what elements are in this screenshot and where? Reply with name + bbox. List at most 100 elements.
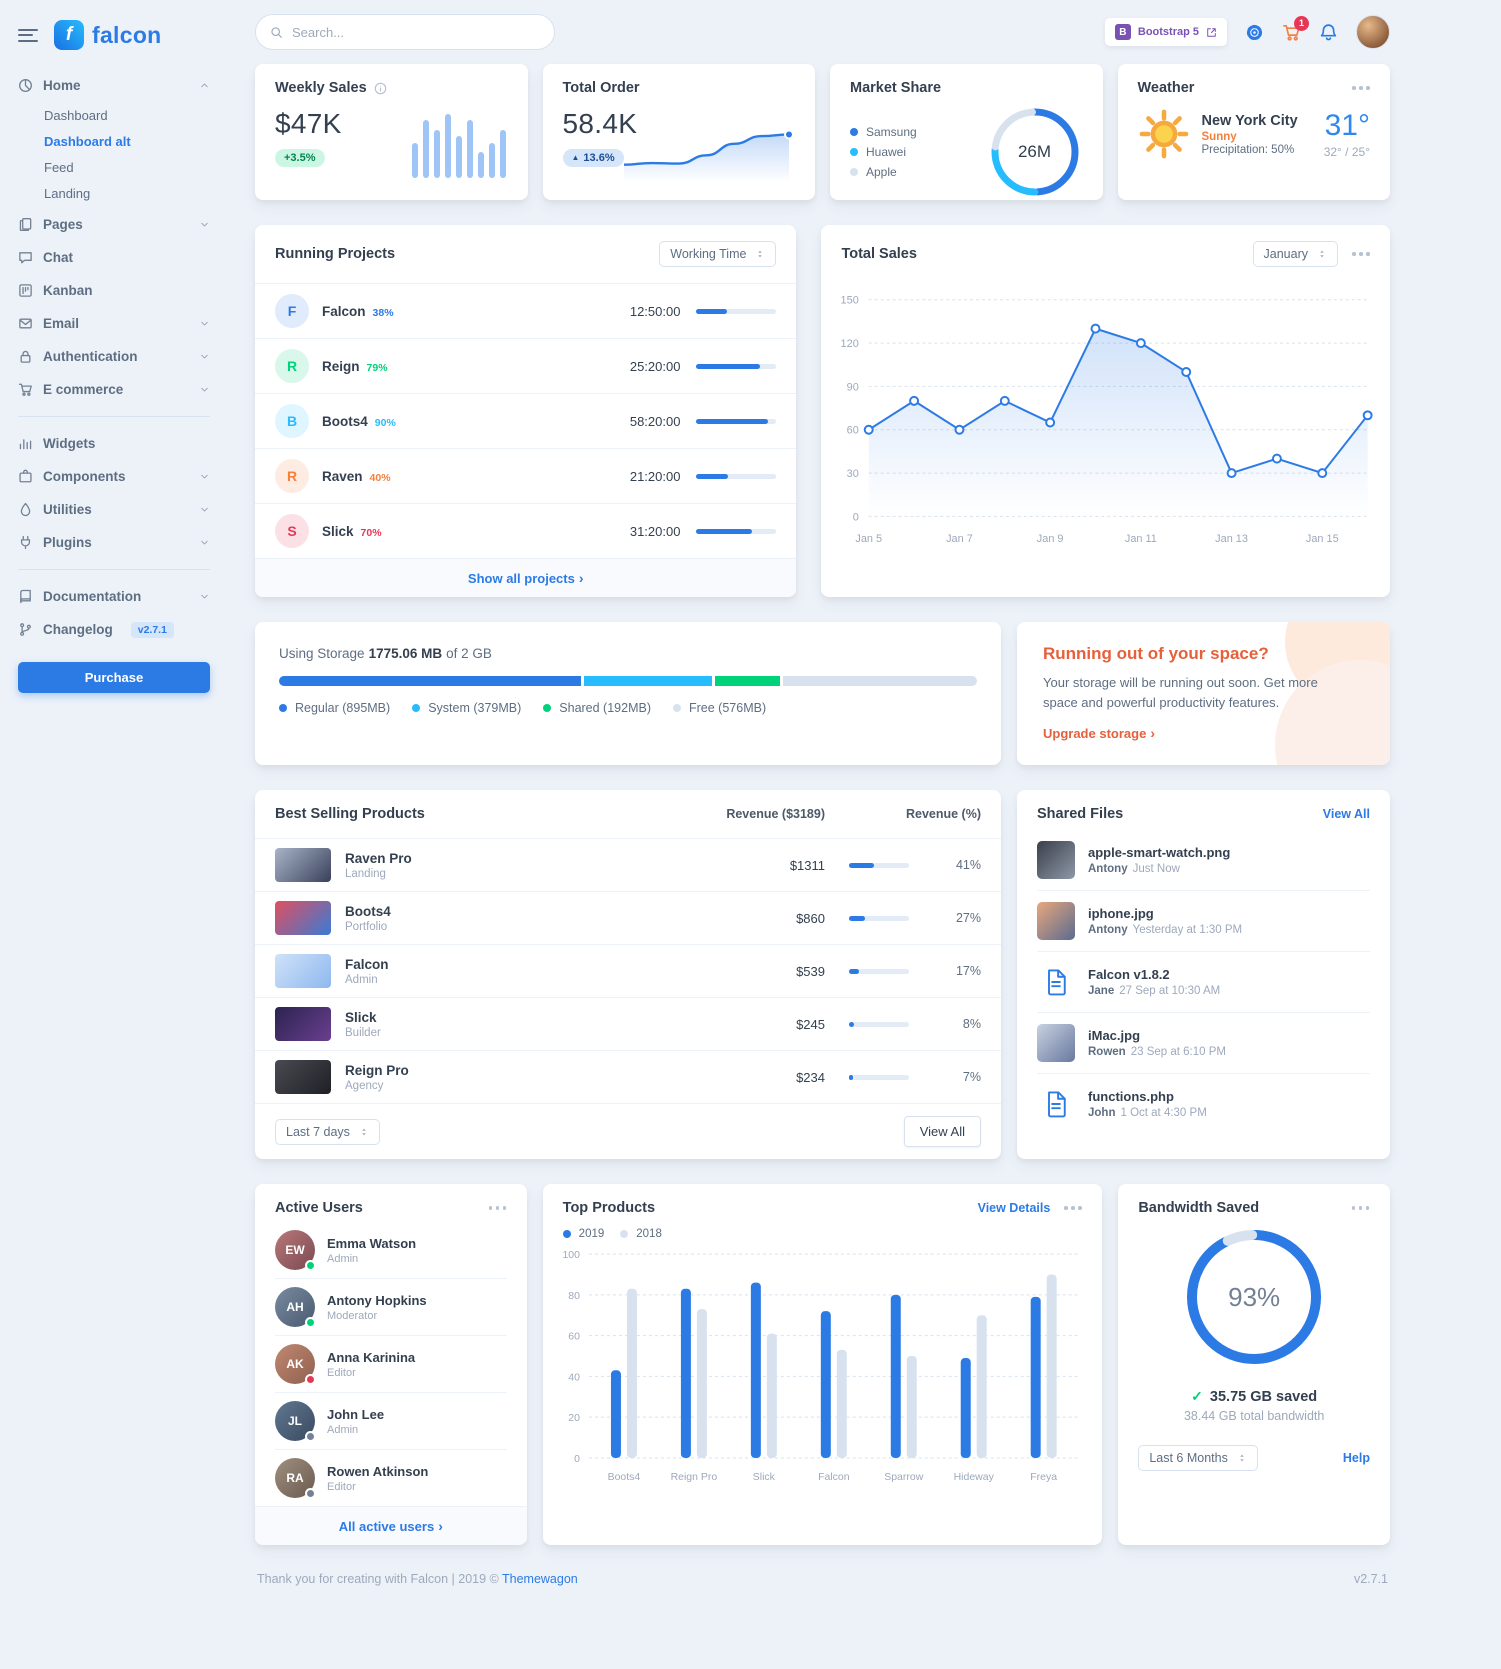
card-menu-button[interactable]: [1351, 1206, 1370, 1210]
user-row-john-lee[interactable]: JL John Lee Admin: [275, 1393, 507, 1450]
file-row-functions-php[interactable]: functions.php John 1 Oct at 4:30 PM: [1037, 1074, 1370, 1134]
project-avatar: R: [275, 459, 309, 493]
month-select[interactable]: January: [1252, 241, 1338, 267]
project-name-link[interactable]: Falcon: [322, 303, 366, 319]
sidebar-item-plugins[interactable]: Plugins: [18, 526, 210, 559]
projects-sales-row: Running Projects Working Time F Falcon 38%…: [255, 225, 1390, 597]
market-share-legend: Samsung Huawei Apple: [850, 125, 917, 179]
project-name-link[interactable]: Slick: [322, 523, 354, 539]
sidebar-item-label: E commerce: [43, 382, 124, 397]
sidebar-item-pages[interactable]: Pages: [18, 208, 210, 241]
chevron-down-icon: [199, 591, 210, 602]
notifications-icon[interactable]: [1319, 23, 1338, 42]
book-icon: [18, 589, 33, 604]
bandwidth-card: Bandwidth Saved 93% ✓ 35.75 GB saved 38.…: [1118, 1184, 1390, 1545]
help-link[interactable]: Help: [1342, 1451, 1370, 1465]
top-products-legend: 2019 2018: [543, 1226, 1103, 1240]
last-6-months-select[interactable]: Last 6 Months: [1138, 1445, 1258, 1471]
status-badge: [305, 1488, 316, 1499]
user-row-antony-hopkins[interactable]: AH Antony Hopkins Moderator: [275, 1279, 507, 1336]
project-name-link[interactable]: Raven: [322, 468, 363, 484]
sidebar-item-authentication[interactable]: Authentication: [18, 340, 210, 373]
sidebar-item-feed[interactable]: Feed: [44, 159, 74, 175]
project-name-link[interactable]: Boots4: [322, 413, 368, 429]
card-menu-button[interactable]: [488, 1206, 507, 1210]
user-name: Emma Watson: [327, 1235, 417, 1251]
revenue-column-header: Revenue ($3189): [726, 807, 825, 821]
chevron-right-icon: ›: [1150, 725, 1155, 741]
sidebar-item-landing[interactable]: Landing: [44, 185, 91, 201]
working-time-select[interactable]: Working Time: [659, 241, 777, 267]
product-row-boots4[interactable]: Boots4 Portfolio $860 27%: [255, 891, 1001, 944]
view-details-link[interactable]: View Details: [977, 1201, 1051, 1215]
product-thumbnail: [275, 901, 331, 935]
user-row-anna-karinina[interactable]: AK Anna Karinina Editor: [275, 1336, 507, 1393]
card-menu-button[interactable]: [1352, 252, 1370, 256]
sidebar-item-components[interactable]: Components: [18, 460, 210, 493]
file-name: apple-smart-watch.png: [1088, 845, 1231, 860]
view-all-files-link[interactable]: View All: [1322, 807, 1370, 821]
sidebar-item-email[interactable]: Email: [18, 307, 210, 340]
bootstrap-badge[interactable]: B Bootstrap 5: [1104, 18, 1227, 46]
weather-precipitation: Precipitation: 50%: [1201, 143, 1295, 156]
product-thumbnail: [275, 954, 331, 988]
upgrade-storage-link[interactable]: Upgrade storage ›: [1043, 725, 1155, 741]
purchase-button[interactable]: Purchase: [18, 662, 210, 693]
user-row-emma-watson[interactable]: EW Emma Watson Admin: [275, 1222, 507, 1279]
last-7-days-select[interactable]: Last 7 days: [275, 1118, 380, 1145]
product-row-reign-pro[interactable]: Reign Pro Agency $234 7%: [255, 1050, 1001, 1103]
view-all-products-button[interactable]: View All: [903, 1116, 981, 1147]
product-row-raven-pro[interactable]: Raven Pro Landing $1311 41%: [255, 838, 1001, 891]
sidebar-item-dashboard-alt[interactable]: Dashboard alt: [44, 133, 131, 149]
show-all-projects-link[interactable]: Show all projects ›: [467, 570, 584, 586]
file-row-iphone-jpg[interactable]: iphone.jpg Antony Yesterday at 1:30 PM: [1037, 891, 1370, 952]
product-row-slick[interactable]: Slick Builder $245 8%: [255, 997, 1001, 1050]
search-box: [255, 14, 555, 50]
file-row-imac-jpg[interactable]: iMac.jpg Rowen 23 Sep at 6:10 PM: [1037, 1013, 1370, 1074]
storage-progress-bar: [279, 676, 977, 686]
sidebar-item-documentation[interactable]: Documentation: [18, 580, 210, 613]
sidebar-item-home[interactable]: Home: [18, 69, 210, 102]
all-active-users-link[interactable]: All active users ›: [338, 1518, 443, 1534]
legend-dot: [673, 704, 681, 712]
user-row-rowen-atkinson[interactable]: RA Rowen Atkinson Editor: [275, 1450, 507, 1506]
cart-button[interactable]: 1: [1282, 15, 1309, 42]
weekly-sales-bar: [422, 120, 429, 178]
file-info: apple-smart-watch.png Antony Just Now: [1088, 845, 1230, 875]
legend-item-samsung: Samsung: [850, 125, 917, 139]
project-progress-fill: [696, 528, 753, 534]
project-progress-fill: [696, 418, 769, 424]
legend-label: Free (576MB): [689, 701, 767, 715]
sidebar-item-e-commerce[interactable]: E commerce: [18, 373, 210, 406]
sidebar: f falcon Home Dashboard Dashboard alt Feed L…: [0, 0, 230, 1669]
sidebar-item-label: Chat: [43, 250, 73, 265]
project-name-link[interactable]: Reign: [322, 358, 360, 374]
project-time: 21:20:00: [629, 468, 681, 484]
project-percent: 38%: [372, 306, 394, 319]
card-menu-button[interactable]: [1064, 1206, 1082, 1210]
file-row-apple-smart-watch-png[interactable]: apple-smart-watch.png Antony Just Now: [1037, 830, 1370, 891]
legend-label: System (379MB): [428, 701, 522, 715]
themewagon-link[interactable]: Themewagon: [502, 1572, 578, 1586]
settings-icon[interactable]: [1245, 23, 1264, 42]
user-avatar[interactable]: [1356, 15, 1390, 49]
info-icon[interactable]: [374, 82, 387, 95]
sidebar-item-changelog[interactable]: Changelog v2.7.1: [18, 613, 210, 646]
file-row-falcon-v1-8-2[interactable]: Falcon v1.8.2 Jane 27 Sep at 10:30 AM: [1037, 952, 1370, 1013]
product-type: Admin: [345, 973, 378, 986]
sort-icon: [1237, 1453, 1247, 1463]
sidebar-item-utilities[interactable]: Utilities: [18, 493, 210, 526]
svg-text:Jan 15: Jan 15: [1306, 533, 1339, 545]
card-menu-button[interactable]: [1352, 86, 1370, 90]
app-logo[interactable]: f falcon: [54, 20, 162, 50]
storage-legend-item: System (379MB): [412, 701, 521, 715]
sidebar-item-kanban[interactable]: Kanban: [18, 274, 210, 307]
product-row-falcon[interactable]: Falcon Admin $539 17%: [255, 944, 1001, 997]
sidebar-item-widgets[interactable]: Widgets: [18, 427, 210, 460]
product-percent: 27%: [955, 911, 981, 925]
file-time: 23 Sep at 6:10 PM: [1130, 1046, 1226, 1058]
sidebar-item-dashboard[interactable]: Dashboard: [44, 107, 108, 123]
menu-toggle-button[interactable]: [18, 25, 38, 46]
sidebar-item-chat[interactable]: Chat: [18, 241, 210, 274]
search-input[interactable]: [292, 24, 540, 40]
